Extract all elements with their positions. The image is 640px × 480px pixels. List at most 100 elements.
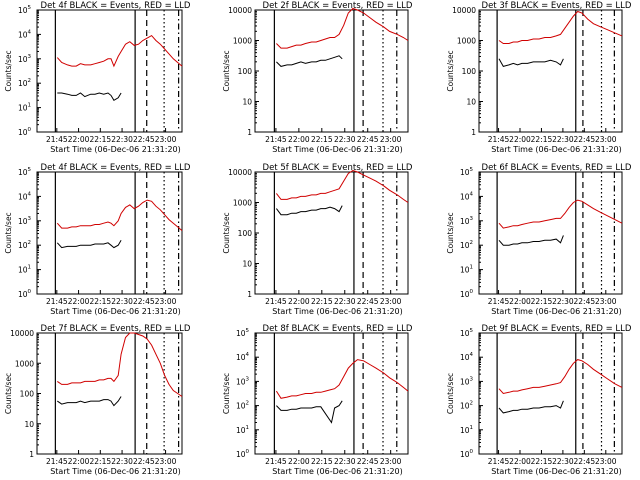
y-tick-label: 1000 xyxy=(233,37,252,46)
plot-frame xyxy=(36,332,183,455)
x-tick-label: 22:45 xyxy=(574,457,596,466)
y-tick-exponent: 2 xyxy=(470,401,474,407)
x-tick-label: 21:45 xyxy=(488,457,510,466)
x-axis-label: Start Time (06-Dec-06 21:31:20) xyxy=(50,467,181,476)
x-tick-label: 22:30 xyxy=(111,135,133,144)
y-tick-label: 101 xyxy=(460,425,473,435)
x-tick-label: 22:30 xyxy=(334,457,356,466)
x-tick-label: 22:15 xyxy=(531,135,553,144)
y-tick-label: 1 xyxy=(247,290,252,299)
panel-6: Det 6f BLACK = Events, RED = LLD 100 101 10… xyxy=(446,163,632,316)
y-tick-exponent: 5 xyxy=(470,167,474,173)
y-tick-label: 103 xyxy=(18,216,32,226)
y-tick-label: 1 xyxy=(471,128,476,137)
x-tick-label: 21:45 xyxy=(265,297,287,306)
y-axis-label: Counts/sec xyxy=(222,212,231,253)
x-axis-label: Start Time (06-Dec-06 21:31:20) xyxy=(272,145,403,154)
plot-frame xyxy=(478,171,623,295)
x-tick-label: 22:00 xyxy=(288,457,310,466)
series-events xyxy=(276,55,343,67)
y-tick-exponent: 2 xyxy=(28,78,32,84)
x-tick-label: 22:45 xyxy=(357,457,379,466)
panel-title: Det 4f BLACK = Events, RED = LLD xyxy=(41,163,191,173)
x-tick-label: 22:30 xyxy=(334,135,356,144)
y-tick-label: 104 xyxy=(18,29,32,39)
x-tick-label: 23:00 xyxy=(155,135,177,144)
x-tick-label: 22:30 xyxy=(552,135,574,144)
y-tick-label: 10 xyxy=(24,420,34,429)
series-lld xyxy=(57,332,183,397)
y-tick-label: 10000 xyxy=(10,329,34,338)
series-events xyxy=(498,235,564,246)
x-tick-label: 23:00 xyxy=(155,457,177,466)
panel-9: Det 9f BLACK = Events, RED = LLD10010110… xyxy=(446,324,632,476)
x-axis-label: Start Time (06-Dec-06 21:31:20) xyxy=(491,307,622,316)
y-tick-label: 100 xyxy=(462,67,477,76)
y-tick-label: 1000 xyxy=(15,359,34,368)
y-tick-label: 101 xyxy=(236,425,249,435)
y-tick-exponent: 2 xyxy=(246,401,250,407)
series-events xyxy=(57,396,122,407)
series-events xyxy=(276,205,343,216)
y-tick-label: 101 xyxy=(460,265,473,275)
x-tick-label: 21:45 xyxy=(265,457,287,466)
x-tick-label: 21:45 xyxy=(46,135,68,144)
y-tick-exponent: 5 xyxy=(246,328,250,334)
x-tick-label: 21:45 xyxy=(488,297,510,306)
panel-title: Det 6f BLACK = Events, RED = LLD xyxy=(482,163,632,173)
x-tick-label: 22:00 xyxy=(68,297,90,306)
y-tick-label: 105 xyxy=(460,328,474,338)
series-lld xyxy=(276,7,409,49)
plot-frame xyxy=(478,332,623,455)
y-tick-exponent: 3 xyxy=(246,376,250,382)
y-tick-label: 10 xyxy=(242,98,252,107)
panel-title: Det 9f BLACK = Events, RED = LLD xyxy=(482,324,632,334)
y-tick-label: 102 xyxy=(18,240,31,250)
y-axis-label: Counts/sec xyxy=(222,50,231,91)
plot-frame xyxy=(36,171,183,295)
x-tick-label: 22:15 xyxy=(311,135,333,144)
x-tick-label: 22:45 xyxy=(357,135,379,144)
series-events xyxy=(276,400,343,424)
panel-title: Det 8f BLACK = Events, RED = LLD xyxy=(263,324,413,334)
y-tick-exponent: 5 xyxy=(28,167,32,173)
panel-1: Det 4f BLACK = Events, RED = LLD10010110… xyxy=(4,1,191,154)
plot-frame xyxy=(36,9,183,133)
x-axis-label: Start Time (06-Dec-06 21:31:20) xyxy=(272,467,403,476)
x-axis-label: Start Time (06-Dec-06 21:31:20) xyxy=(50,145,181,154)
y-tick-exponent: 1 xyxy=(470,425,474,431)
plot-frame xyxy=(254,171,409,295)
y-tick-exponent: 4 xyxy=(28,29,32,35)
panel-title: Det 5f BLACK = Events, RED = LLD xyxy=(263,163,413,173)
y-tick-label: 10000 xyxy=(228,168,252,177)
series-lld xyxy=(498,359,623,395)
y-tick-label: 104 xyxy=(18,191,32,201)
y-tick-exponent: 0 xyxy=(470,449,474,455)
y-tick-label: 1000 xyxy=(233,199,252,208)
y-axis-label: Counts/sec xyxy=(222,373,231,414)
y-tick-label: 104 xyxy=(460,191,474,201)
x-tick-label: 22:15 xyxy=(531,457,553,466)
y-tick-label: 1 xyxy=(247,128,252,137)
y-tick-label: 103 xyxy=(18,54,32,64)
y-tick-label: 105 xyxy=(236,328,250,338)
y-axis-label: Counts/sec xyxy=(4,212,13,253)
y-tick-label: 100 xyxy=(460,289,474,299)
x-tick-label: 22:15 xyxy=(90,135,112,144)
x-tick-label: 21:45 xyxy=(46,457,68,466)
y-tick-exponent: 0 xyxy=(28,289,32,295)
x-tick-label: 22:45 xyxy=(133,457,155,466)
panel-title: Det 7f BLACK = Events, RED = LLD xyxy=(41,324,191,334)
series-events xyxy=(498,400,564,414)
y-tick-label: 102 xyxy=(18,78,31,88)
y-tick-label: 10000 xyxy=(452,6,476,15)
y-tick-exponent: 3 xyxy=(28,216,32,222)
y-tick-label: 100 xyxy=(238,67,253,76)
x-axis-label: Start Time (06-Dec-06 21:31:20) xyxy=(491,467,622,476)
y-tick-exponent: 5 xyxy=(28,5,32,11)
y-axis-label: Counts/sec xyxy=(446,50,455,91)
y-tick-label: 100 xyxy=(18,127,32,137)
y-tick-exponent: 4 xyxy=(470,191,474,197)
y-tick-exponent: 1 xyxy=(246,425,250,431)
